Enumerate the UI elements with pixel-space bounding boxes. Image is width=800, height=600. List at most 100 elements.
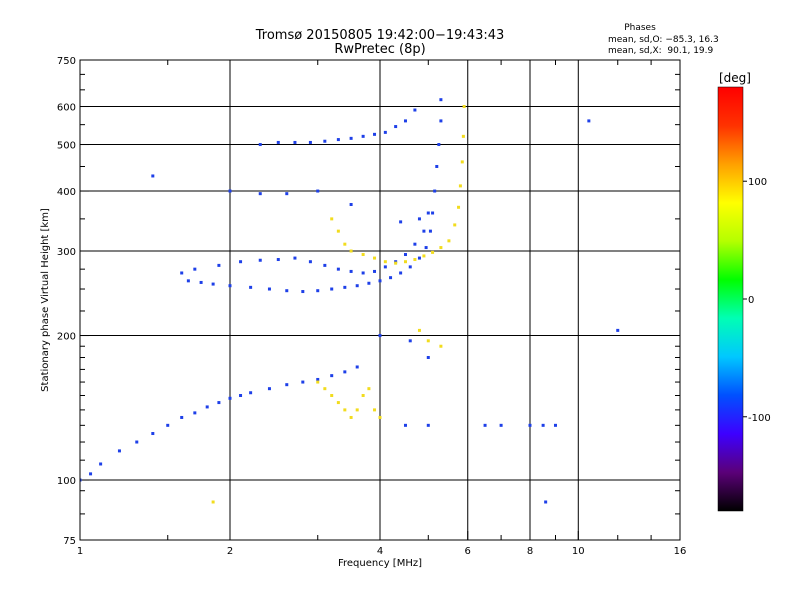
- phase-box-title: Phases: [624, 23, 656, 33]
- x-tick-label: 1: [77, 546, 83, 557]
- o-mode-point: [151, 432, 155, 436]
- o-mode-point: [437, 143, 441, 147]
- x-tick-labels: 1 2 4 6 8 10 16: [77, 546, 687, 557]
- x-mode-point: [453, 223, 457, 227]
- o-mode-point: [301, 380, 305, 384]
- x-mode-point: [343, 242, 347, 246]
- o-mode-point: [285, 192, 289, 196]
- o-mode-point: [276, 258, 280, 262]
- o-mode-point: [426, 355, 430, 359]
- o-mode-point: [323, 263, 327, 267]
- o-mode-point: [408, 265, 412, 269]
- x-tick-label: 10: [572, 546, 585, 557]
- o-mode-point: [267, 387, 271, 391]
- colorbar-unit: [deg]: [719, 71, 751, 85]
- colorbar-tick-label: 0: [748, 295, 754, 306]
- o-mode-point: [330, 287, 334, 291]
- plot-frame: [79, 59, 681, 541]
- o-mode-point: [336, 138, 340, 142]
- y-tick-label: 200: [57, 332, 76, 343]
- x-tick-label: 6: [465, 546, 471, 557]
- o-mode-point: [483, 423, 487, 427]
- o-mode-point: [361, 271, 365, 275]
- o-mode-point: [285, 289, 289, 293]
- x-mode-point: [355, 408, 359, 412]
- x-mode-point: [383, 260, 387, 264]
- o-mode-point: [205, 405, 209, 409]
- x-mode-point: [413, 258, 417, 262]
- colorbar: [717, 86, 744, 512]
- x-tick-label: 8: [527, 546, 533, 557]
- x-mode-point: [439, 246, 443, 250]
- o-mode-point: [439, 119, 443, 123]
- o-mode-point: [135, 440, 139, 444]
- x-mode-point: [316, 380, 320, 384]
- o-mode-point: [228, 189, 232, 193]
- x-mode-point: [457, 205, 461, 209]
- x-mode-point: [439, 344, 443, 348]
- x-mode-point: [394, 261, 398, 265]
- o-mode-point: [249, 391, 253, 395]
- o-mode-point: [217, 401, 221, 405]
- o-mode-point: [308, 260, 312, 264]
- x-mode-point: [373, 256, 377, 260]
- o-mode-point: [403, 119, 407, 123]
- o-mode-point: [193, 267, 197, 271]
- o-mode-point: [408, 339, 412, 343]
- y-tick-label: 600: [57, 103, 76, 114]
- x-mode-point: [323, 387, 327, 391]
- x-mode-point: [403, 260, 407, 264]
- o-mode-point: [383, 130, 387, 134]
- phase-stat-x: mean, sd,X: 90.1, 19.9: [608, 46, 714, 56]
- o-mode-point: [349, 136, 353, 140]
- x-tick-label: 4: [377, 546, 383, 557]
- colorbar-tick-label: -100: [748, 413, 771, 424]
- o-mode-point: [389, 276, 393, 280]
- x-mode-point: [349, 415, 353, 419]
- o-mode-point: [435, 164, 439, 168]
- chart-subtitle: RwPretec (8p): [334, 42, 425, 57]
- o-mode-point: [373, 132, 377, 136]
- o-mode-point: [383, 265, 387, 269]
- x-mode-point: [211, 500, 215, 504]
- o-mode-point: [99, 462, 103, 466]
- o-mode-point: [413, 242, 417, 246]
- x-mode-point: [330, 217, 334, 221]
- o-mode-point: [541, 423, 545, 427]
- o-mode-point: [89, 472, 93, 476]
- y-tick-label: 500: [57, 141, 76, 152]
- y-tick-label: 750: [57, 56, 76, 67]
- o-mode-point: [285, 383, 289, 387]
- o-mode-point: [258, 192, 262, 196]
- x-mode-point: [462, 105, 466, 109]
- o-mode-point: [199, 280, 203, 284]
- o-mode-point: [361, 134, 365, 138]
- y-tick-labels: 75 100 200 300 400 500 600 750: [57, 56, 76, 547]
- o-mode-point: [499, 423, 503, 427]
- o-mode-point: [426, 423, 430, 427]
- phase-stat-o: mean, sd,O: −85.3, 16.3: [608, 35, 719, 45]
- y-tick-label: 400: [57, 187, 76, 198]
- o-mode-point: [343, 370, 347, 374]
- o-mode-point: [316, 377, 320, 381]
- y-tick-label: 100: [57, 476, 76, 487]
- x-tick-label: 16: [674, 546, 687, 557]
- x-mode-point: [422, 254, 426, 258]
- o-mode-point: [239, 260, 243, 264]
- echo-points: [80, 98, 620, 504]
- grid-lines: [80, 60, 680, 540]
- o-mode-point: [228, 396, 232, 400]
- o-mode-point: [433, 189, 437, 193]
- o-mode-point: [399, 220, 403, 224]
- x-axis-label: Frequency [MHz]: [338, 558, 422, 569]
- y-tick-label: 75: [63, 536, 76, 547]
- o-mode-point: [422, 229, 426, 233]
- o-mode-point: [394, 125, 398, 129]
- o-mode-point: [267, 287, 271, 291]
- x-mode-point: [336, 229, 340, 233]
- chart-title: Tromsø 20150805 19:42:00−19:43:43: [255, 28, 505, 43]
- x-mode-point: [343, 408, 347, 412]
- o-mode-point: [428, 229, 432, 233]
- o-mode-point: [180, 415, 184, 419]
